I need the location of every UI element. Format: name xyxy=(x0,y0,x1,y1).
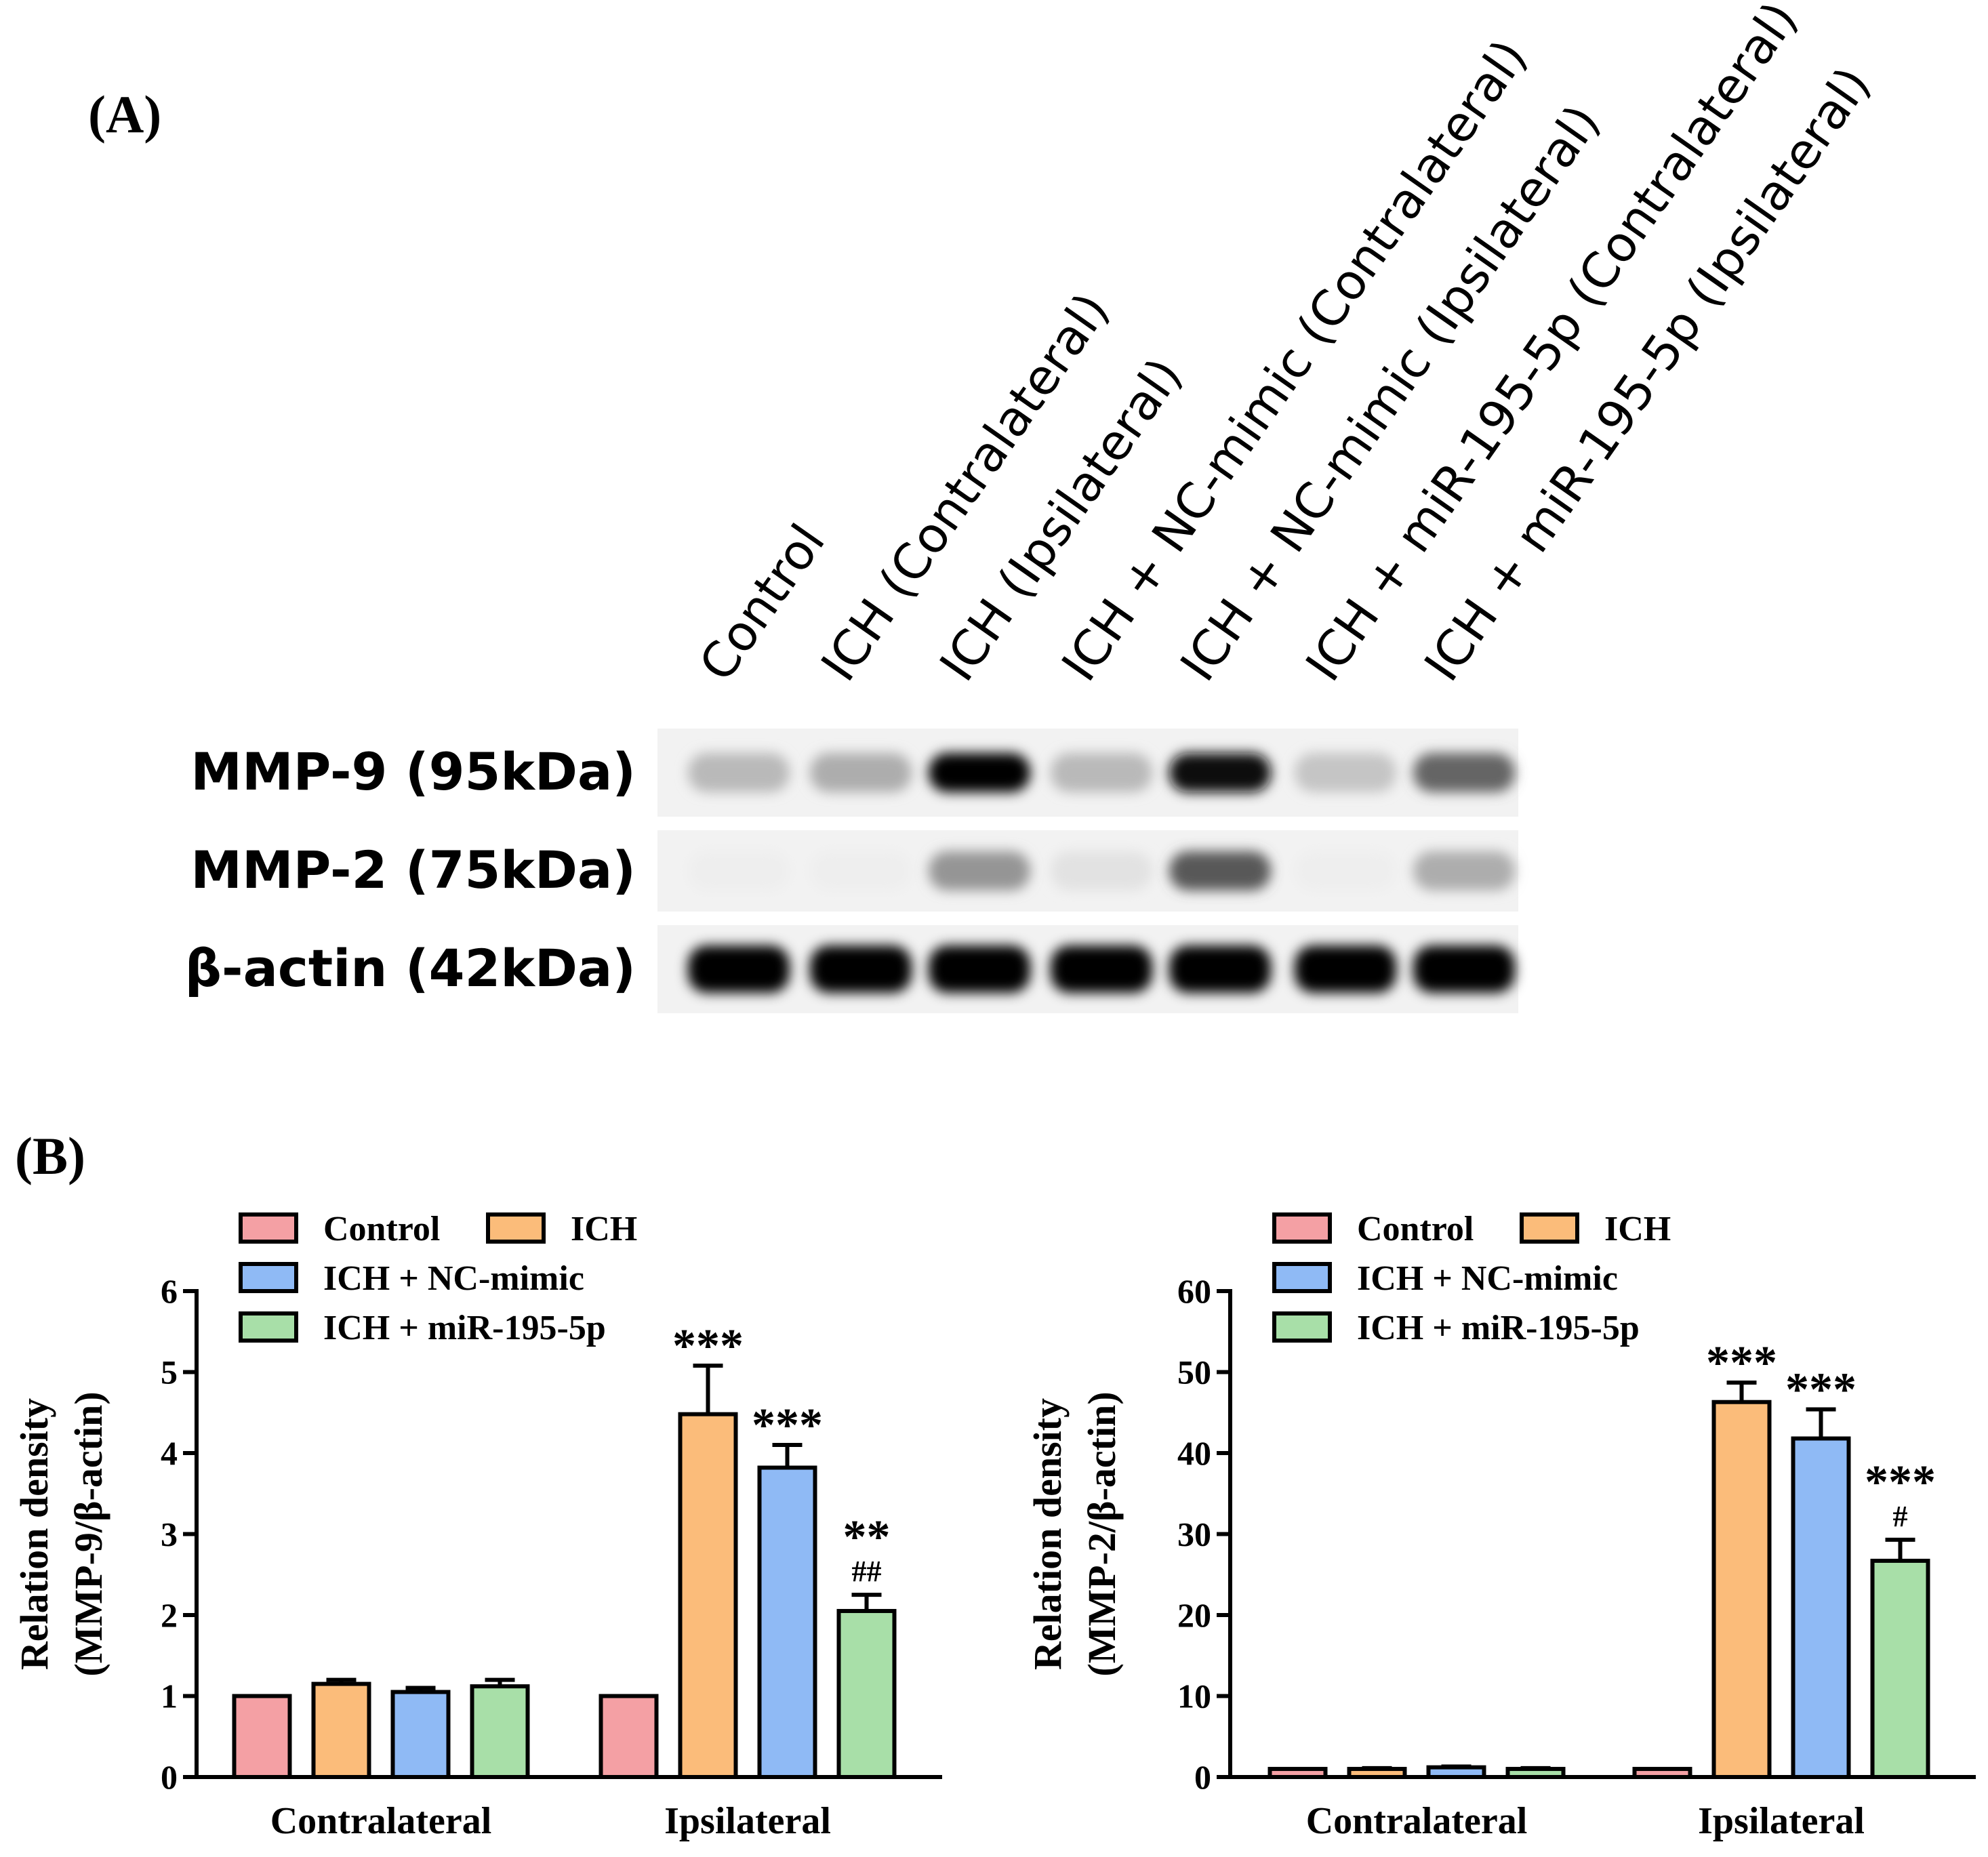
significance-label: ** xyxy=(843,1511,891,1564)
bar xyxy=(599,1694,659,1779)
western-blots: MMP-9 (95kDa) MMP-2 (75kDa) β-actin (42kDa… xyxy=(185,729,1518,1013)
legend-label: ICH + NC-mimic xyxy=(1357,1259,1618,1298)
bar xyxy=(311,1681,371,1779)
lane-label: ICH + miR-195-5p (Ipsilateral) xyxy=(1413,57,1881,691)
y-axis-label: (MMP-9/β-actin) xyxy=(66,1391,110,1676)
chart-mmp9: Relation density (MMP-9/β-actin) 0 1 2 3 4 5 6 Co… xyxy=(12,1210,942,1842)
significance-label: # xyxy=(1893,1500,1908,1533)
legend-swatch xyxy=(486,1212,546,1244)
x-tick-label: Ipsilateral xyxy=(664,1800,831,1842)
y-tick-label: 20 xyxy=(1177,1596,1211,1634)
blot-band xyxy=(1051,851,1152,891)
blot-row: MMP-2 (75kDa) xyxy=(190,830,1518,912)
blot-band xyxy=(1169,945,1271,993)
blot-label: MMP-9 (95kDa) xyxy=(190,741,636,802)
blot-row: β-actin (42kDa) xyxy=(185,925,1518,1013)
significance-label: *** xyxy=(1785,1364,1857,1416)
y-tick-label: 0 xyxy=(1194,1758,1211,1796)
blot-band xyxy=(1051,753,1152,792)
y-tick-label: 10 xyxy=(1177,1677,1211,1715)
blot-band xyxy=(1169,753,1271,792)
blot-band xyxy=(688,945,790,993)
y-tick-label: 6 xyxy=(161,1272,178,1310)
legend-swatch xyxy=(239,1212,298,1244)
legend-label: Control xyxy=(1357,1210,1474,1248)
y-tick-label: 1 xyxy=(161,1677,178,1715)
blot-band xyxy=(810,851,912,891)
blot-row: MMP-9 (95kDa) xyxy=(190,729,1518,817)
y-tick-label: 4 xyxy=(161,1434,178,1472)
legend-swatch xyxy=(239,1262,298,1293)
significance-label: *** xyxy=(1706,1337,1777,1389)
y-tick-label: 50 xyxy=(1177,1353,1211,1391)
blot-band xyxy=(688,753,790,792)
bar xyxy=(757,1465,817,1779)
x-tick-label: Contralateral xyxy=(270,1800,492,1842)
blot-band xyxy=(1295,753,1396,792)
blot-band xyxy=(688,851,790,891)
significance-label: *** xyxy=(672,1320,744,1372)
blot-band xyxy=(929,945,1030,993)
legend-label: Control xyxy=(323,1210,440,1248)
y-tick-label: 40 xyxy=(1177,1434,1211,1472)
bar xyxy=(1711,1400,1772,1780)
bar xyxy=(1791,1436,1851,1779)
blot-band xyxy=(929,851,1030,891)
legend-label: ICH xyxy=(571,1210,637,1248)
y-axis-label: Relation density xyxy=(1026,1398,1070,1670)
blot-band xyxy=(1413,851,1515,891)
blot-band xyxy=(1051,945,1152,993)
y-tick-label: 0 xyxy=(161,1758,178,1796)
blot-band xyxy=(1413,945,1515,993)
significance-label: ## xyxy=(852,1555,882,1588)
legend-label: ICH + miR-195-5p xyxy=(1357,1309,1640,1347)
legend-swatch xyxy=(1272,1212,1332,1244)
bar xyxy=(470,1684,530,1779)
x-tick-label: Contralateral xyxy=(1306,1800,1528,1842)
blot-label: MMP-2 (75kDa) xyxy=(190,840,636,900)
bar xyxy=(232,1694,292,1779)
legend-swatch xyxy=(1520,1212,1579,1244)
significance-label: *** xyxy=(1865,1456,1936,1509)
blot-band xyxy=(1169,851,1271,891)
y-tick-label: 3 xyxy=(161,1515,178,1553)
y-axis-label: (MMP-2/β-actin) xyxy=(1080,1391,1124,1676)
panel-a-label: (A) xyxy=(88,85,161,144)
legend-swatch xyxy=(1272,1311,1332,1343)
chart-mmp2: Relation density (MMP-2/β-actin) 0 10 20 30 40… xyxy=(1026,1210,1976,1842)
blot-band xyxy=(810,945,912,993)
bar xyxy=(678,1412,738,1779)
bar xyxy=(1870,1558,1930,1780)
significance-label: *** xyxy=(752,1400,823,1452)
legend-label: ICH + miR-195-5p xyxy=(323,1309,606,1347)
blot-band xyxy=(929,753,1030,792)
blot-band xyxy=(810,753,912,792)
panel-b-label: (B) xyxy=(15,1126,85,1185)
legend-label: ICH + NC-mimic xyxy=(323,1259,584,1298)
legend-label: ICH xyxy=(1604,1210,1671,1248)
y-axis-label: Relation density xyxy=(12,1398,56,1670)
y-tick-label: 60 xyxy=(1177,1272,1211,1310)
lane-label: ICH + miR-195-5p (Contralateral) xyxy=(1295,0,1808,691)
y-tick-label: 2 xyxy=(161,1596,178,1634)
x-tick-label: Ipsilateral xyxy=(1698,1800,1865,1842)
bar xyxy=(836,1609,897,1779)
blot-label: β-actin (42kDa) xyxy=(185,938,636,998)
y-tick-label: 30 xyxy=(1177,1515,1211,1553)
blot-band xyxy=(1295,945,1396,993)
bar xyxy=(390,1690,451,1779)
legend-swatch xyxy=(1272,1262,1332,1293)
legend-swatch xyxy=(239,1311,298,1343)
y-tick-label: 5 xyxy=(161,1353,178,1391)
blot-band xyxy=(1413,753,1515,792)
lane-label: Control xyxy=(688,514,836,691)
blot-band xyxy=(1295,851,1396,891)
